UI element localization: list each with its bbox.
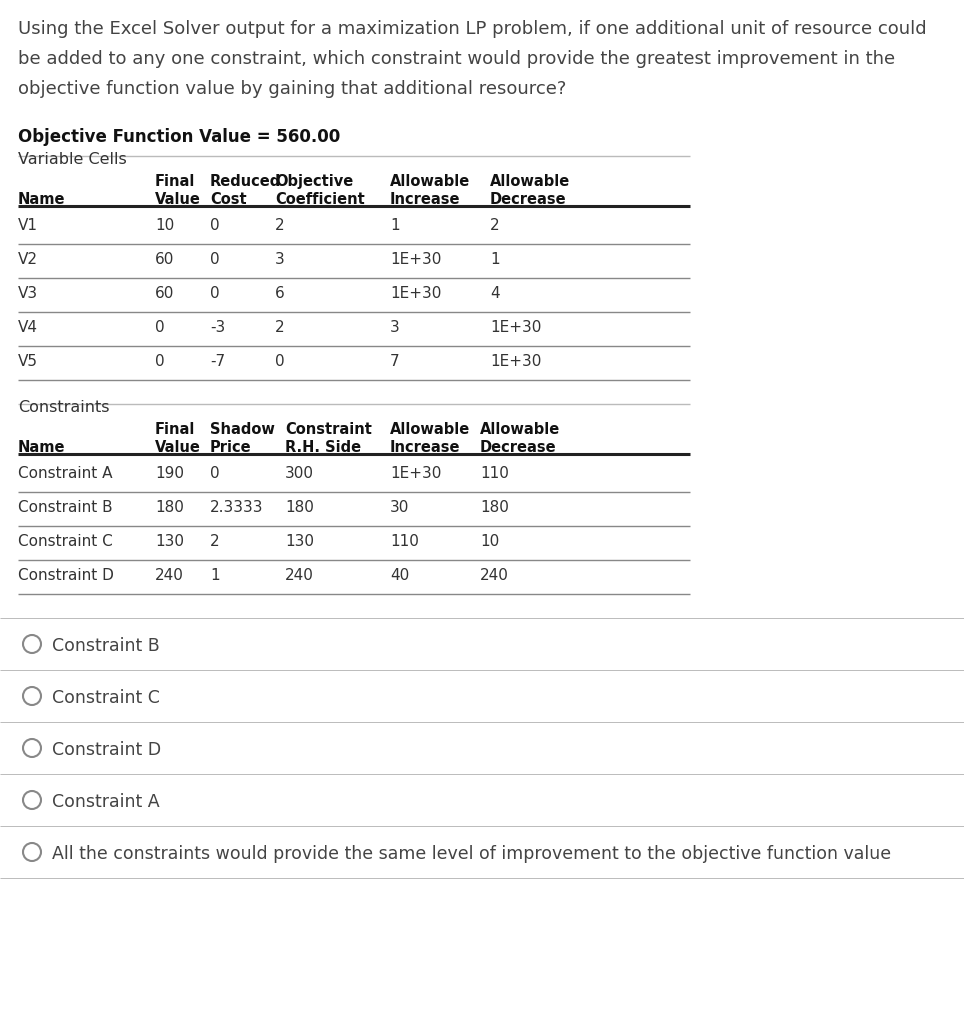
Text: 3: 3 — [390, 319, 400, 335]
Text: Name: Name — [18, 193, 66, 207]
Text: 1E+30: 1E+30 — [390, 286, 442, 301]
Text: 1E+30: 1E+30 — [490, 319, 542, 335]
Text: 0: 0 — [155, 354, 165, 369]
Text: Constraint B: Constraint B — [52, 637, 160, 655]
Text: Reduced: Reduced — [210, 174, 281, 189]
Text: 1E+30: 1E+30 — [490, 354, 542, 369]
Text: V1: V1 — [18, 218, 38, 233]
Text: 4: 4 — [490, 286, 499, 301]
Text: Constraint: Constraint — [285, 422, 372, 437]
Text: Constraint D: Constraint D — [18, 568, 114, 583]
Text: 2: 2 — [490, 218, 499, 233]
Text: 1: 1 — [390, 218, 400, 233]
Text: 0: 0 — [210, 252, 220, 267]
Text: 2: 2 — [275, 218, 284, 233]
Text: 0: 0 — [210, 466, 220, 481]
Text: Using the Excel Solver output for a maximization LP problem, if one additional u: Using the Excel Solver output for a maxi… — [18, 20, 926, 38]
Text: Objective Function Value = 560.00: Objective Function Value = 560.00 — [18, 128, 340, 146]
Text: Final: Final — [155, 174, 196, 189]
Text: V5: V5 — [18, 354, 38, 369]
Text: 180: 180 — [480, 500, 509, 515]
Text: Cost: Cost — [210, 193, 247, 207]
Text: Allowable: Allowable — [480, 422, 560, 437]
Text: 190: 190 — [155, 466, 184, 481]
Text: 300: 300 — [285, 466, 314, 481]
Text: 130: 130 — [155, 534, 184, 549]
Text: V4: V4 — [18, 319, 38, 335]
Text: Value: Value — [155, 193, 201, 207]
Text: 60: 60 — [155, 286, 174, 301]
Text: 3: 3 — [275, 252, 284, 267]
Text: 1E+30: 1E+30 — [390, 252, 442, 267]
Text: Coefficient: Coefficient — [275, 193, 364, 207]
Text: Increase: Increase — [390, 440, 461, 455]
Text: 240: 240 — [480, 568, 509, 583]
Text: 10: 10 — [155, 218, 174, 233]
Text: 180: 180 — [155, 500, 184, 515]
Text: R.H. Side: R.H. Side — [285, 440, 362, 455]
Text: -3: -3 — [210, 319, 226, 335]
Text: Decrease: Decrease — [480, 440, 556, 455]
Text: 2: 2 — [210, 534, 220, 549]
Text: Constraint D: Constraint D — [52, 741, 161, 759]
Text: 180: 180 — [285, 500, 314, 515]
Text: Shadow: Shadow — [210, 422, 275, 437]
Text: 60: 60 — [155, 252, 174, 267]
Text: Constraint A: Constraint A — [18, 466, 113, 481]
Text: V2: V2 — [18, 252, 38, 267]
Text: 110: 110 — [390, 534, 419, 549]
Text: 240: 240 — [285, 568, 314, 583]
Text: Objective: Objective — [275, 174, 353, 189]
Text: objective function value by gaining that additional resource?: objective function value by gaining that… — [18, 80, 567, 98]
Text: 0: 0 — [210, 286, 220, 301]
Text: 30: 30 — [390, 500, 410, 515]
Text: Decrease: Decrease — [490, 193, 567, 207]
Text: All the constraints would provide the same level of improvement to the objective: All the constraints would provide the sa… — [52, 845, 891, 863]
Text: 1E+30: 1E+30 — [390, 466, 442, 481]
Text: 130: 130 — [285, 534, 314, 549]
Text: Allowable: Allowable — [390, 174, 470, 189]
Text: 10: 10 — [480, 534, 499, 549]
Text: Name: Name — [18, 440, 66, 455]
Text: 0: 0 — [275, 354, 284, 369]
Text: 0: 0 — [155, 319, 165, 335]
Text: Constraint C: Constraint C — [18, 534, 113, 549]
Text: Allowable: Allowable — [490, 174, 571, 189]
Text: Constraints: Constraints — [18, 400, 110, 415]
Text: 2.3333: 2.3333 — [210, 500, 263, 515]
Text: Allowable: Allowable — [390, 422, 470, 437]
Text: Price: Price — [210, 440, 252, 455]
Text: 2: 2 — [275, 319, 284, 335]
Text: 7: 7 — [390, 354, 400, 369]
Text: -7: -7 — [210, 354, 226, 369]
Text: Increase: Increase — [390, 193, 461, 207]
Text: 240: 240 — [155, 568, 184, 583]
Text: 110: 110 — [480, 466, 509, 481]
Text: V3: V3 — [18, 286, 39, 301]
Text: Constraint B: Constraint B — [18, 500, 113, 515]
Text: 40: 40 — [390, 568, 410, 583]
Text: Final: Final — [155, 422, 196, 437]
Text: Constraint C: Constraint C — [52, 689, 160, 707]
Text: 0: 0 — [210, 218, 220, 233]
Text: 1: 1 — [210, 568, 220, 583]
Text: Constraint A: Constraint A — [52, 793, 160, 811]
Text: 1: 1 — [490, 252, 499, 267]
Text: Variable Cells: Variable Cells — [18, 152, 126, 167]
Text: 6: 6 — [275, 286, 284, 301]
Text: be added to any one constraint, which constraint would provide the greatest impr: be added to any one constraint, which co… — [18, 50, 896, 68]
Text: Value: Value — [155, 440, 201, 455]
